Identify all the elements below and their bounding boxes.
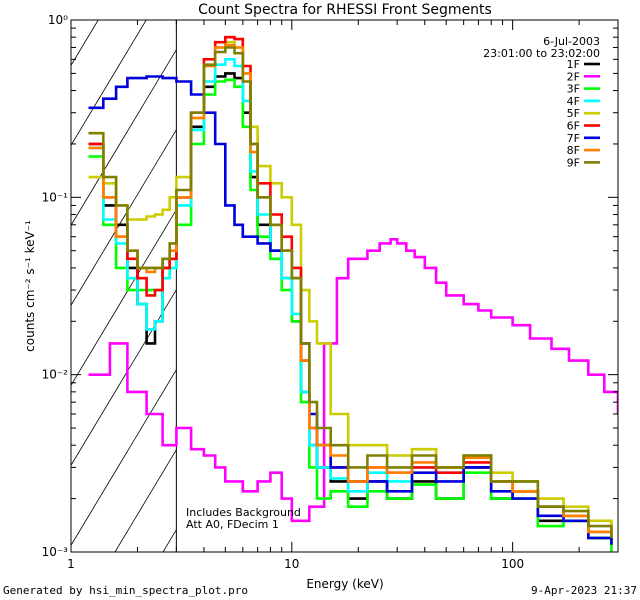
- legend-date: 6-Jul-2003: [543, 35, 600, 48]
- y-tick-label: 10⁻³: [42, 545, 69, 559]
- x-axis-label: Energy (keV): [306, 577, 383, 591]
- axes: 1 10 100 10⁻³ 10⁻² 10⁻¹ 10⁰: [42, 13, 619, 571]
- legend-label-4f: 4F: [567, 95, 580, 108]
- series-lines: [88, 35, 618, 552]
- annotation-background: Includes Background: [186, 506, 301, 519]
- legend-label-9f: 9F: [567, 156, 580, 169]
- footer-generated-by: Generated by hsi_min_spectra_plot.pro: [3, 584, 249, 597]
- legend-label-8f: 8F: [567, 144, 580, 157]
- hatch-line: [71, 48, 177, 227]
- plot-frame: [70, 19, 619, 553]
- y-tick-label: 10⁰: [48, 13, 68, 27]
- hatch-line: [71, 20, 99, 67]
- legend-time-range: 23:01:00 to 23:02:00: [483, 47, 600, 60]
- legend-label-5f: 5F: [567, 107, 580, 120]
- legend-label-1f: 1F: [567, 58, 580, 71]
- hatch-line: [71, 128, 177, 307]
- x-tick-label: 100: [501, 557, 524, 571]
- hatch-line: [114, 448, 177, 552]
- hatch-line: [0, 20, 2, 552]
- legend-label-6f: 6F: [567, 120, 580, 133]
- x-tick-label: 1: [67, 557, 75, 571]
- annotation-attenuator: Att A0, FDecim 1: [186, 518, 279, 531]
- x-tick-label: 10: [284, 557, 299, 571]
- y-tick-label: 10⁻²: [42, 368, 69, 382]
- series-line-2f: [88, 238, 618, 523]
- series-line-6f: [88, 35, 613, 538]
- series-line-9f: [88, 46, 613, 538]
- legend-label-3f: 3F: [567, 83, 580, 96]
- legend-label-2f: 2F: [567, 70, 580, 83]
- legend: 6-Jul-2003 23:01:00 to 23:02:00 1F2F3F4F…: [483, 35, 600, 169]
- series-line-8f: [88, 44, 613, 538]
- y-tick-label: 10⁻¹: [42, 190, 69, 204]
- hatch-line: [71, 288, 177, 467]
- footer-timestamp: 9-Apr-2023 21:37: [531, 584, 637, 597]
- chart-title: Count Spectra for RHESSI Front Segments: [198, 2, 492, 18]
- series-line-1f: [88, 72, 613, 545]
- hatch-line: [71, 208, 177, 387]
- hatch-line: [71, 20, 147, 147]
- series-line-5f: [88, 40, 613, 532]
- legend-label-7f: 7F: [567, 132, 580, 145]
- series-line-7f: [88, 75, 613, 545]
- hatch-line: [71, 368, 177, 547]
- y-axis-label: counts cm⁻² s⁻¹ keV⁻¹: [23, 220, 37, 352]
